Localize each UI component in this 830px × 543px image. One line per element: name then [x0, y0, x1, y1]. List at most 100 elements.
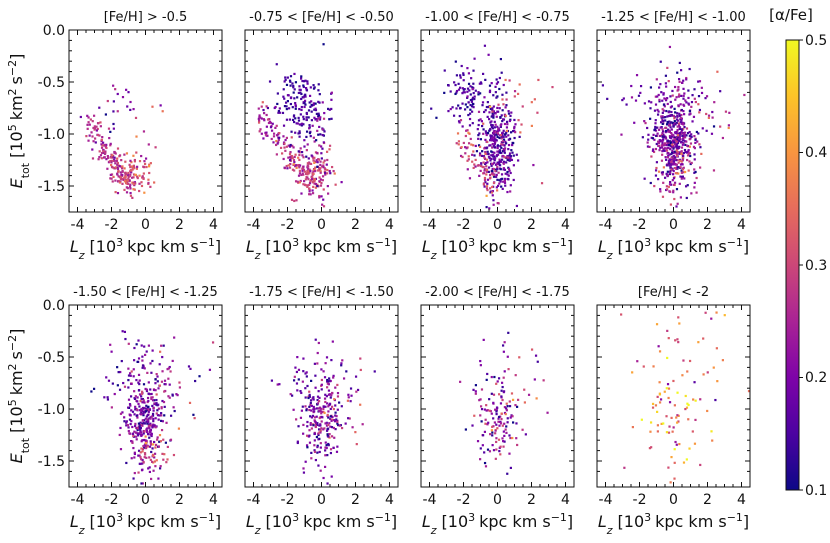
data-point: [482, 434, 485, 437]
data-point: [154, 378, 157, 381]
data-point: [494, 140, 497, 144]
data-point: [301, 169, 304, 172]
data-point: [451, 106, 454, 109]
data-point: [258, 114, 261, 117]
data-point: [693, 168, 696, 171]
data-point: [124, 337, 127, 341]
data-point: [647, 100, 651, 103]
data-point: [499, 160, 503, 163]
data-point: [126, 174, 130, 177]
data-point: [303, 170, 307, 173]
data-point: [687, 89, 690, 92]
data-point: [304, 387, 307, 390]
data-point: [488, 450, 492, 453]
data-point: [469, 137, 472, 141]
data-point: [312, 87, 316, 90]
data-point: [123, 167, 126, 170]
data-point: [125, 424, 128, 427]
data-point: [682, 166, 685, 169]
data-point: [319, 442, 322, 445]
data-point: [509, 416, 512, 419]
data-point: [326, 386, 329, 389]
data-point: [301, 154, 304, 157]
data-point: [324, 362, 327, 365]
data-point: [497, 420, 500, 423]
data-point: [109, 343, 112, 346]
data-point: [679, 196, 682, 199]
x-tick-label: -2: [105, 492, 119, 508]
data-point: [132, 434, 135, 438]
data-point: [142, 399, 145, 402]
data-point: [474, 384, 478, 387]
x-axis-label-unit2: kpc km s: [303, 237, 375, 256]
panel-4: -1.25 < [Fe/H] < -1.00-4 -2 0 2 4: [596, 10, 751, 233]
data-point: [126, 424, 129, 427]
data-point: [512, 129, 515, 133]
data-point: [504, 428, 507, 431]
data-point: [129, 404, 132, 407]
data-point: [486, 409, 489, 412]
data-point: [132, 176, 135, 179]
data-point: [142, 364, 145, 367]
data-point: [677, 78, 681, 81]
data-point: [606, 97, 609, 100]
data-point: [704, 311, 707, 314]
data-point: [491, 425, 494, 428]
data-point: [661, 99, 664, 102]
data-point: [316, 161, 319, 164]
data-point: [299, 179, 302, 183]
data-point: [143, 456, 146, 459]
data-point: [349, 400, 352, 403]
data-point: [158, 384, 161, 387]
data-point: [153, 402, 156, 405]
data-point: [665, 109, 668, 113]
data-point: [149, 431, 152, 434]
data-point: [674, 440, 677, 444]
data-point: [501, 119, 504, 123]
data-point: [134, 395, 137, 398]
data-point: [498, 76, 501, 80]
data-point: [348, 417, 351, 420]
data-point: [648, 145, 651, 149]
data-point: [309, 130, 312, 133]
data-point: [131, 181, 134, 184]
data-point: [127, 398, 131, 401]
x-tick-label: 2: [351, 492, 360, 508]
data-point: [682, 152, 686, 155]
data-point: [697, 103, 700, 106]
x-axis-label-unit: [10: [90, 512, 117, 531]
data-point: [328, 148, 331, 151]
data-point: [506, 190, 509, 194]
data-point: [302, 471, 306, 474]
data-point: [488, 173, 492, 177]
data-point: [500, 381, 504, 384]
x-axis-label-exp: 3: [116, 511, 123, 524]
data-point: [693, 381, 696, 384]
data-point: [319, 184, 323, 187]
data-point: [117, 179, 120, 183]
data-point: [496, 184, 500, 187]
data-point: [516, 443, 519, 447]
data-point: [686, 151, 689, 154]
data-point: [669, 203, 673, 206]
data-point: [482, 166, 485, 169]
data-point: [678, 137, 681, 140]
data-point: [680, 69, 683, 72]
data-point: [666, 141, 669, 144]
data-point: [150, 397, 153, 401]
data-point: [447, 84, 450, 87]
data-point: [309, 180, 312, 183]
data-point: [491, 444, 494, 447]
data-point: [167, 395, 170, 398]
data-point: [297, 132, 300, 135]
data-point: [484, 130, 487, 133]
x-axis-label-sub: z: [606, 249, 613, 262]
data-point: [505, 91, 508, 94]
data-point: [151, 349, 154, 352]
data-point: [137, 373, 141, 377]
data-point: [501, 93, 504, 96]
data-point: [323, 376, 327, 379]
data-point: [306, 162, 309, 165]
data-point: [691, 120, 694, 123]
data-point: [464, 134, 467, 138]
